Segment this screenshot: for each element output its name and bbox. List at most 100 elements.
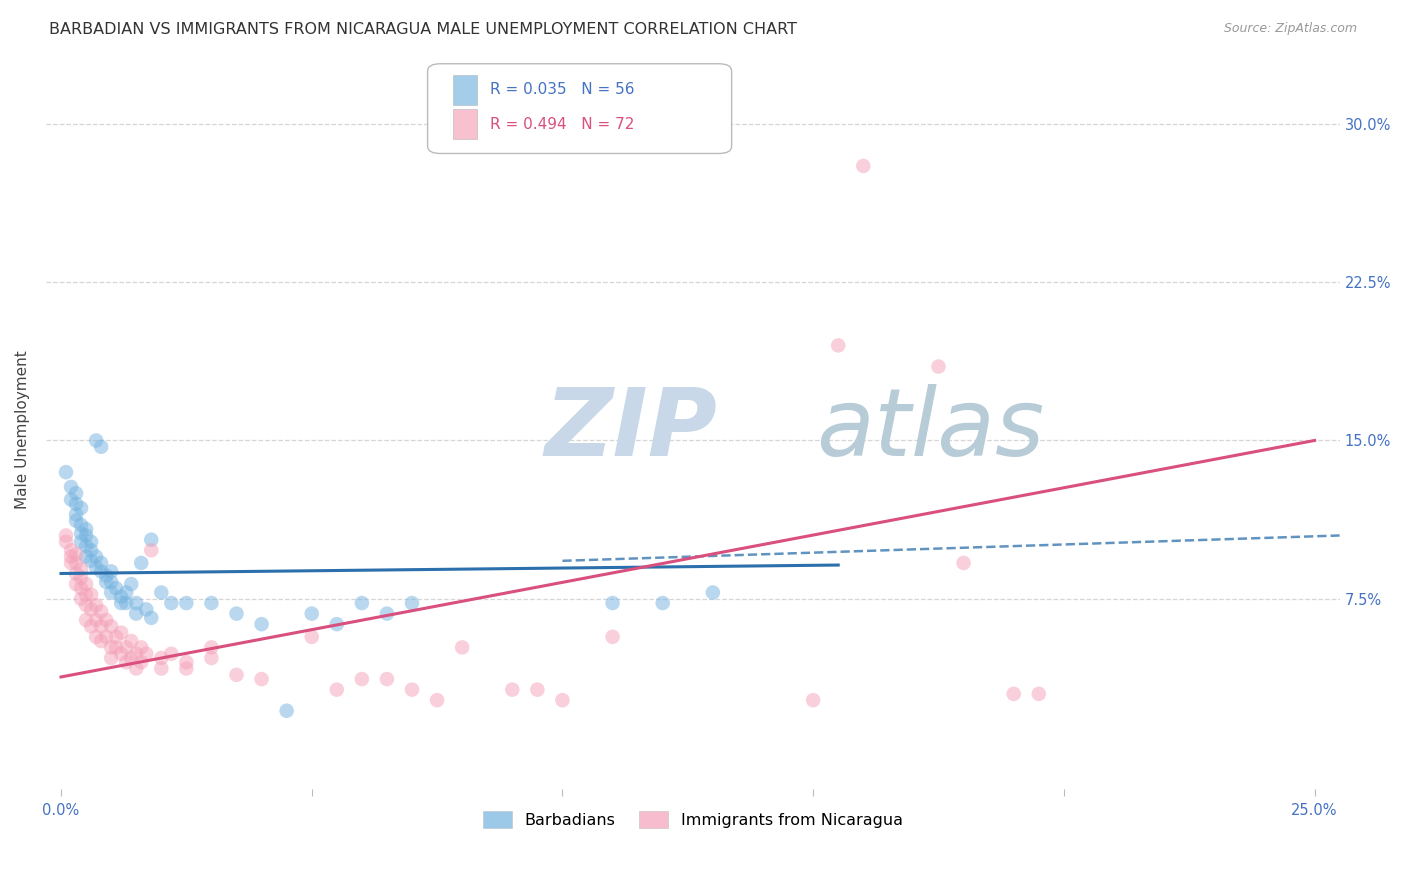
Point xyxy=(65,548,87,562)
Point xyxy=(852,159,875,173)
Point xyxy=(70,591,93,606)
Point xyxy=(401,682,423,697)
Point xyxy=(60,492,83,507)
Point xyxy=(80,619,103,633)
Point xyxy=(100,565,122,579)
Point xyxy=(70,501,93,516)
Point xyxy=(651,596,673,610)
Text: ZIP: ZIP xyxy=(544,384,717,476)
Point xyxy=(70,571,93,585)
Point xyxy=(551,693,574,707)
Point xyxy=(84,613,107,627)
Point xyxy=(225,668,247,682)
Point xyxy=(110,596,132,610)
Point xyxy=(129,640,152,655)
Point xyxy=(451,640,474,655)
Point xyxy=(94,630,117,644)
Point xyxy=(75,549,97,564)
Text: R = 0.494   N = 72: R = 0.494 N = 72 xyxy=(489,117,634,131)
Point xyxy=(125,607,148,621)
Point xyxy=(125,647,148,661)
Point xyxy=(602,596,624,610)
Point xyxy=(250,672,273,686)
Point xyxy=(80,543,103,558)
Point xyxy=(70,581,93,595)
Point xyxy=(150,661,173,675)
Point xyxy=(55,465,77,479)
Point xyxy=(105,630,128,644)
Text: R = 0.035   N = 56: R = 0.035 N = 56 xyxy=(489,82,634,97)
Point xyxy=(702,585,724,599)
Point xyxy=(75,613,97,627)
Point xyxy=(141,533,163,547)
Point xyxy=(110,647,132,661)
Point xyxy=(952,556,974,570)
Point xyxy=(100,619,122,633)
Point xyxy=(84,560,107,574)
Point xyxy=(115,596,138,610)
Point xyxy=(125,596,148,610)
Point xyxy=(100,640,122,655)
Point xyxy=(135,647,157,661)
Point xyxy=(141,543,163,558)
Point xyxy=(150,585,173,599)
Point xyxy=(100,574,122,589)
Point xyxy=(350,596,373,610)
Point xyxy=(55,534,77,549)
Point xyxy=(141,611,163,625)
Point xyxy=(350,672,373,686)
Point xyxy=(301,607,323,621)
Point xyxy=(150,651,173,665)
Point xyxy=(176,661,198,675)
Point xyxy=(301,630,323,644)
Point xyxy=(120,634,142,648)
Point xyxy=(90,634,112,648)
Point xyxy=(70,517,93,532)
Point xyxy=(80,588,103,602)
Point xyxy=(176,655,198,669)
Text: Source: ZipAtlas.com: Source: ZipAtlas.com xyxy=(1223,22,1357,36)
Point xyxy=(176,596,198,610)
Point xyxy=(1002,687,1025,701)
Point xyxy=(70,526,93,541)
Point xyxy=(94,613,117,627)
Point xyxy=(75,539,97,553)
Point xyxy=(110,590,132,604)
Point xyxy=(84,630,107,644)
Point xyxy=(135,602,157,616)
Point xyxy=(90,619,112,633)
Point xyxy=(90,565,112,579)
Point xyxy=(90,556,112,570)
Point xyxy=(129,556,152,570)
Point xyxy=(200,640,222,655)
Point xyxy=(70,534,93,549)
Point xyxy=(827,338,849,352)
Point xyxy=(65,486,87,500)
Point xyxy=(80,602,103,616)
Point xyxy=(115,640,138,655)
Point xyxy=(501,682,523,697)
Point xyxy=(75,588,97,602)
Point xyxy=(70,562,93,576)
Point xyxy=(120,577,142,591)
Point xyxy=(75,577,97,591)
Point xyxy=(84,549,107,564)
FancyBboxPatch shape xyxy=(427,63,731,153)
Point xyxy=(125,661,148,675)
Point xyxy=(65,508,87,522)
Point xyxy=(801,693,824,707)
Point xyxy=(1028,687,1050,701)
Point xyxy=(60,480,83,494)
Point xyxy=(276,704,298,718)
Point xyxy=(129,655,152,669)
Point xyxy=(200,596,222,610)
Point xyxy=(160,647,183,661)
Point xyxy=(80,554,103,568)
Point xyxy=(100,585,122,599)
Point xyxy=(65,514,87,528)
Point xyxy=(65,577,87,591)
Text: BARBADIAN VS IMMIGRANTS FROM NICARAGUA MALE UNEMPLOYMENT CORRELATION CHART: BARBADIAN VS IMMIGRANTS FROM NICARAGUA M… xyxy=(49,22,797,37)
Point xyxy=(375,607,398,621)
Point xyxy=(75,598,97,612)
Point xyxy=(84,434,107,448)
